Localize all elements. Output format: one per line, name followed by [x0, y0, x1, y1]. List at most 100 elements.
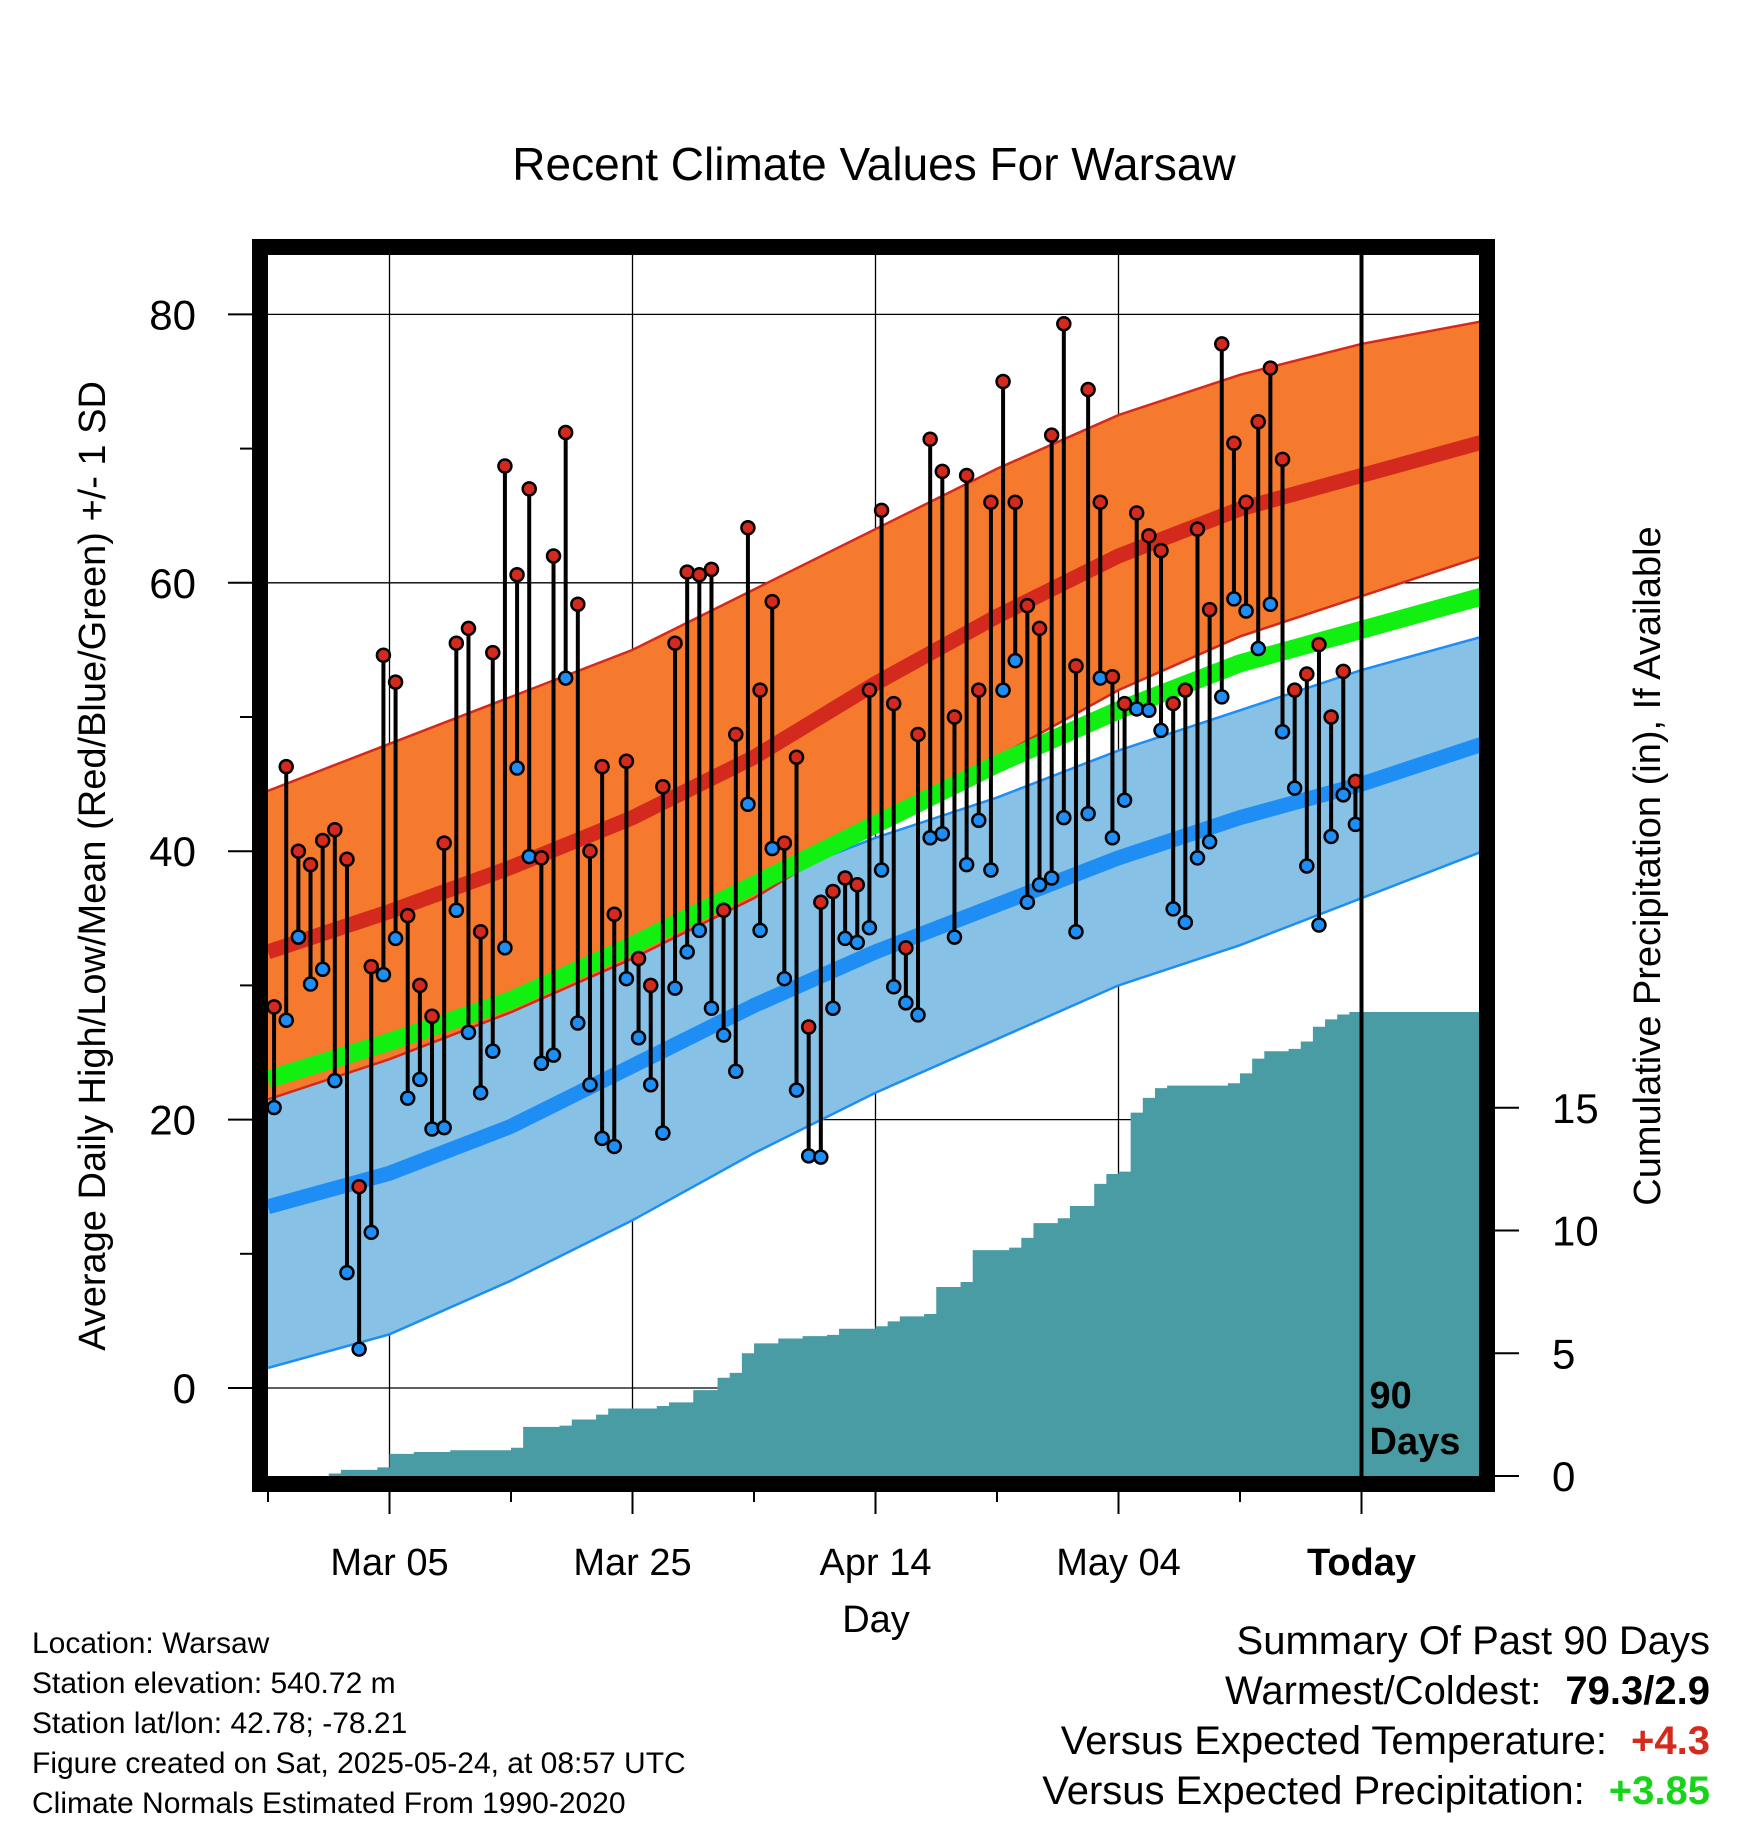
daily-low-point [861, 919, 878, 936]
daily-high-point [1201, 601, 1218, 618]
daily-high-point [1104, 668, 1121, 685]
daily-high-point [703, 561, 720, 578]
warm-cold-value: 79.3/2.9 [1565, 1669, 1710, 1713]
y-tick-label: 60 [149, 560, 196, 607]
daily-low-point [594, 1130, 610, 1147]
daily-high-point [1043, 427, 1060, 443]
daily-high-point [958, 467, 975, 484]
daily-low-point [302, 976, 319, 992]
daily-low-point [910, 1007, 926, 1023]
chart-title: Recent Climate Values For Warsaw [512, 138, 1236, 190]
daily-low-point [849, 934, 866, 951]
low-normal-band [268, 637, 1479, 1368]
daily-high-point [290, 843, 307, 859]
mean-normal-line [268, 587, 1479, 1088]
summary-heading: Summary Of Past 90 Days [1236, 1619, 1710, 1663]
daily-high-point [1141, 528, 1157, 544]
daily-high-point [1019, 597, 1036, 614]
daily-low-point [1165, 901, 1181, 917]
x-tick-label: Mar 05 [330, 1542, 448, 1584]
daily-low-point [1080, 805, 1096, 822]
daily-low-point [1189, 850, 1206, 866]
warm-cold-label: Warmest/Coldest: [1225, 1669, 1542, 1713]
y2-axis-ticks: 0 5 10 15 [1495, 1085, 1599, 1500]
low-normal-mean-line [268, 737, 1479, 1215]
daily-high-point [1214, 336, 1230, 352]
daily-high-point [630, 950, 647, 967]
daily-high-point [606, 906, 623, 923]
daily-high-point [375, 647, 392, 664]
daily-high-point [339, 851, 355, 868]
daily-low-point [290, 929, 307, 945]
daily-high-point [788, 749, 805, 766]
daily-low-point [1250, 640, 1266, 657]
daily-high-point [813, 894, 829, 910]
daily-high-point [667, 635, 683, 651]
daily-low-point [1177, 914, 1194, 931]
precip-value: +3.85 [1608, 1769, 1710, 1813]
latlon-text: Station lat/lon: 42.78; -78.21 [32, 1707, 408, 1740]
daily-low-point [351, 1341, 367, 1357]
daily-high-point [679, 564, 695, 580]
daily-high-point [655, 779, 671, 795]
high-normal-mean-line [268, 435, 1479, 959]
daily-high-point [861, 682, 878, 698]
precip-area [268, 1012, 1479, 1476]
daily-high-point [825, 883, 841, 900]
daily-markers [268, 316, 1364, 1357]
daily-low-point [1311, 917, 1327, 933]
y2-tick-label: 15 [1552, 1085, 1599, 1132]
daily-high-point [898, 940, 914, 956]
daily-high-point [1274, 451, 1291, 468]
daily-high-point [1323, 709, 1339, 725]
daily-high-point [691, 566, 708, 583]
y-tick-label: 40 [149, 828, 196, 875]
daily-high-point [873, 502, 890, 519]
y2-tick-label: 10 [1552, 1208, 1599, 1255]
daily-low-point [509, 760, 525, 776]
daily-high-point [1068, 658, 1084, 674]
daily-high-point [412, 977, 428, 994]
elevation-text: Station elevation: 540.72 m [32, 1667, 396, 1700]
daily-high-point [1238, 494, 1254, 511]
y2-tick-label: 5 [1552, 1330, 1575, 1377]
summary-precip-row: Versus Expected Precipitation: +3.85 [710, 1766, 1710, 1816]
daily-high-point [399, 907, 416, 924]
daily-low-point [764, 840, 780, 857]
daily-high-point [351, 1178, 367, 1195]
daily-low-point [375, 966, 392, 983]
x-tick-label: Mar 25 [573, 1542, 691, 1584]
daily-low-point [1201, 834, 1218, 850]
daily-high-point [533, 850, 550, 866]
daily-high-point [764, 593, 780, 610]
daily-low-point [1214, 689, 1230, 705]
y-tick-label: 0 [173, 1365, 196, 1412]
daily-high-point [1128, 505, 1145, 521]
daily-low-point [703, 1000, 720, 1016]
daily-high-point [387, 674, 404, 690]
daily-low-point [971, 812, 987, 829]
daily-high-point [268, 999, 282, 1015]
daily-high-point [740, 520, 756, 536]
daily-low-point [788, 1082, 805, 1098]
daily-low-point [715, 1027, 732, 1043]
daily-low-point [983, 862, 999, 878]
y-axis-label: Average Daily High/Low/Mean (Red/Blue/Gr… [72, 381, 114, 1351]
y-tick-label: 20 [149, 1097, 196, 1144]
summary-panel: Summary Of Past 90 Days Warmest/Coldest:… [710, 1616, 1710, 1816]
x-tick-label: May 04 [1056, 1542, 1181, 1584]
daily-high-point [485, 644, 501, 661]
daily-high-point [363, 958, 380, 975]
location-text: Location: Warsaw [32, 1627, 270, 1660]
daily-low-point [327, 1072, 343, 1089]
daily-low-point [1007, 652, 1023, 669]
daily-high-point [545, 548, 562, 564]
daily-high-point [1080, 381, 1096, 398]
daily-low-point [1299, 858, 1315, 874]
summary-temp-row: Versus Expected Temperature: +4.3 [710, 1716, 1710, 1766]
daily-high-point [885, 695, 902, 712]
daily-high-point [1153, 542, 1169, 559]
x-axis-label: Day [842, 1599, 910, 1641]
normal-bands [268, 320, 1479, 1370]
